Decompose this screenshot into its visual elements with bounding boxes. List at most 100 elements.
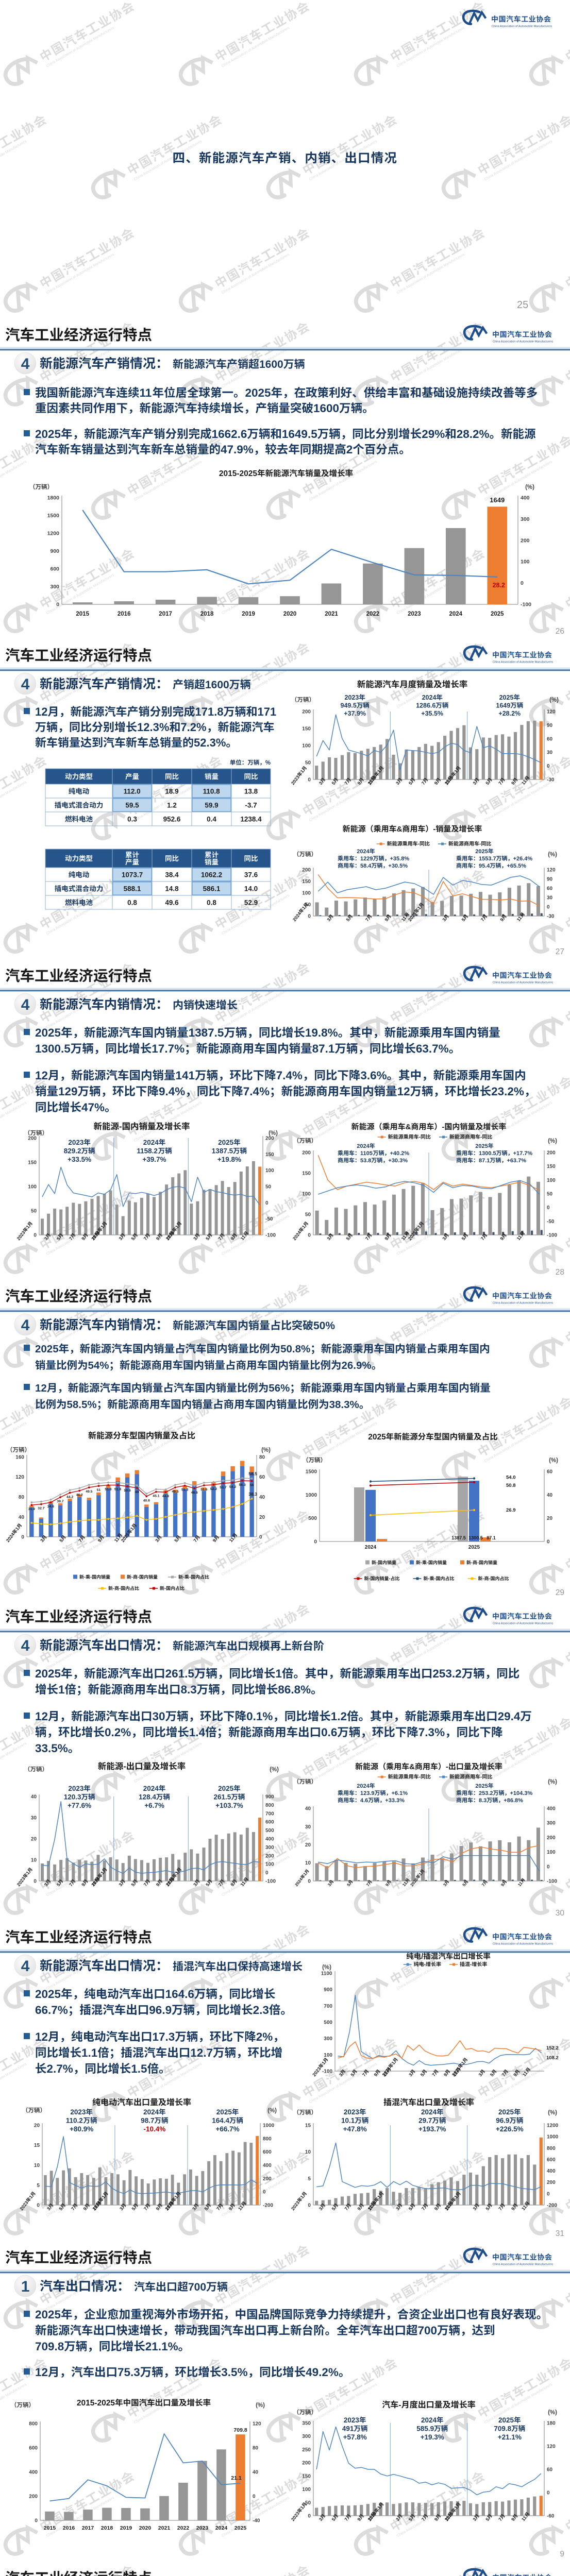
svg-text:60: 60 [259,1475,265,1480]
svg-text:5: 5 [484,2206,490,2211]
svg-text:9: 9 [97,1538,103,1543]
svg-text:0: 0 [259,1535,262,1540]
svg-text:1300.5: 1300.5 [468,1535,483,1540]
svg-text:China Association of Automobil: China Association of Automobile Manufact… [492,25,552,28]
svg-text:50: 50 [547,1192,553,1197]
svg-text:53.8: 53.8 [360,1158,371,1164]
svg-text:7: 7 [364,917,370,922]
svg-text:&: & [406,1123,411,1131]
svg-text:1.1: 1.1 [81,2046,97,2059]
svg-text:12.3%: 12.3% [137,721,169,734]
svg-text:1: 1 [275,1667,282,1680]
svg-text:5: 5 [349,2072,355,2077]
svg-text:2020: 2020 [139,2525,152,2531]
svg-text:3: 3 [478,2072,483,2077]
svg-text:+40.2%: +40.2% [390,1150,410,1157]
svg-text:9: 9 [212,1538,217,1543]
svg-text:-: - [138,1574,139,1580]
svg-text:-100: -100 [521,602,531,608]
svg-text:-: - [471,1560,473,1565]
svg-text:1: 1 [376,2194,382,2199]
svg-text:9: 9 [229,1236,235,1241]
svg-text:30: 30 [547,895,553,901]
svg-text:20: 20 [259,1515,265,1520]
svg-text:3: 3 [43,1882,49,1887]
svg-text:2021: 2021 [325,611,338,617]
svg-text:3: 3 [43,1236,49,1241]
svg-text:1649: 1649 [496,702,510,709]
svg-text:5: 5 [484,2517,490,2522]
svg-text:1: 1 [129,1526,135,1531]
svg-text:14.0: 14.0 [244,885,258,893]
svg-text:10: 10 [305,2149,311,2155]
svg-text:3: 3 [39,1538,45,1543]
svg-text:29.4: 29.4 [498,1710,521,1723]
svg-text:1: 1 [100,2194,106,2199]
svg-text:-30: -30 [547,914,555,920]
svg-text:1000: 1000 [263,2123,275,2129]
svg-text:-: - [119,1122,122,1131]
svg-text:0: 0 [308,1879,311,1885]
svg-text:49: 49 [135,1490,139,1494]
svg-text:0: 0 [21,1535,24,1540]
svg-text:400: 400 [547,1806,556,1812]
svg-text:80: 80 [259,1455,265,1461]
svg-text:585.9: 585.9 [416,2425,434,2433]
svg-text:9: 9 [500,1883,505,1887]
svg-text:(%): (%) [267,2108,277,2114]
svg-text:7: 7 [217,1236,223,1241]
svg-text:China Association of Automobil: China Association of Automobile Manufact… [493,1943,553,1946]
svg-text:150: 150 [302,879,311,885]
svg-text:3: 3 [395,2517,400,2522]
svg-text:120: 120 [547,2444,556,2450]
svg-text:-: - [113,1586,114,1591]
svg-text:7: 7 [421,2206,426,2211]
svg-text:3: 3 [442,1883,447,1887]
svg-text:9: 9 [80,1236,86,1241]
svg-text:96.9: 96.9 [496,2117,509,2125]
svg-text:-: - [369,1576,371,1581]
svg-text:1662.6: 1662.6 [212,428,247,440]
svg-text:1649: 1649 [490,496,505,504]
svg-text:-: - [477,1560,479,1565]
svg-text:54.0: 54.0 [506,1475,516,1481]
svg-text:29: 29 [556,1588,564,1597]
svg-text:12: 12 [35,1069,48,1082]
svg-text:120: 120 [547,709,556,715]
svg-text:1: 1 [25,1870,31,1875]
svg-text:9: 9 [383,1236,389,1241]
svg-text:&: & [397,825,403,834]
svg-text:1: 1 [416,905,422,910]
svg-text:51: 51 [97,1488,101,1492]
svg-text:87.1: 87.1 [479,1158,490,1164]
svg-text:7: 7 [68,1882,74,1887]
svg-text:(%): (%) [261,1447,271,1453]
svg-text:2015-2025: 2015-2025 [219,469,258,478]
svg-text:300: 300 [51,584,60,590]
svg-text:49.6: 49.6 [165,899,179,907]
svg-text:7: 7 [143,2206,148,2211]
svg-text:0: 0 [308,2514,311,2519]
svg-text:-: - [376,1560,378,1565]
svg-text:(%): (%) [548,2110,557,2116]
svg-text:-200: -200 [547,2203,557,2209]
svg-text:40: 40 [259,1495,265,1500]
svg-text:12: 12 [35,2030,48,2043]
svg-text:7: 7 [497,2517,503,2522]
svg-text:100: 100 [302,743,311,749]
svg-text:1: 1 [299,2505,305,2510]
svg-text:60: 60 [547,2467,553,2473]
svg-text:700: 700 [324,2004,332,2009]
svg-text:50: 50 [31,1209,37,1214]
svg-text:+37.9%: +37.9% [344,710,366,717]
svg-text:200: 200 [302,709,311,715]
svg-text:2019: 2019 [242,611,255,617]
svg-text:7: 7 [344,2206,349,2211]
svg-text:0.3: 0.3 [127,816,137,823]
svg-text:4: 4 [21,355,30,372]
svg-text:14.8: 14.8 [165,885,179,893]
svg-text:7: 7 [501,2072,507,2077]
svg-text:+26.4%: +26.4% [513,856,533,862]
svg-text:3: 3 [472,781,477,786]
svg-text:10: 10 [34,2163,40,2168]
